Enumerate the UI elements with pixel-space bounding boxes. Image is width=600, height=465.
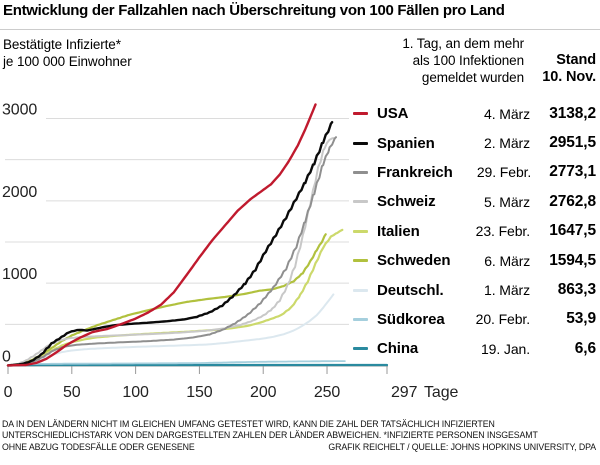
series-line-Schweden (6, 233, 327, 367)
legend-country-name: Schweden (377, 252, 451, 270)
series-line-Schweiz (7, 137, 335, 367)
legend-country-name: China (377, 340, 419, 358)
legend-start-date: 20. Febr. (475, 311, 530, 328)
y-axis-label: 0 (2, 349, 11, 366)
y-axis-label: 1000 (2, 266, 37, 283)
legend-current-value: 1647,5 (549, 222, 596, 240)
legend-current-value: 2951,5 (549, 134, 596, 152)
x-axis-label: 50 (63, 384, 81, 401)
x-axis-label: 0 (4, 384, 13, 401)
legend-date-column-header: 1. Tag, an dem mehr als 100 Infektionen … (402, 35, 524, 86)
legend-current-value: 2773,1 (549, 163, 596, 181)
legend-start-date: 5. März (484, 193, 530, 210)
y-axis-label: 3000 (2, 102, 37, 119)
subtitle-line2: je 100 000 Einwohner (3, 54, 132, 69)
legend-start-date: 6. März (484, 252, 531, 269)
legend-row: Schweden 6. März 1594,5 (353, 246, 596, 275)
x-axis-unit-label: Tage (424, 384, 458, 401)
legend-value-column-header: Stand 10. Nov. (542, 52, 596, 86)
legend-country-name: Südkorea (377, 310, 445, 328)
series-line-China (6, 363, 389, 367)
legend-color-dash (353, 317, 368, 321)
legend-country-name: Schweiz (377, 193, 436, 211)
legend-row: Italien 23. Febr. 1647,5 (353, 217, 596, 246)
legend-row: Deutschl. 1. März 863,3 (353, 275, 596, 304)
series-line-Deutschl. (7, 293, 335, 367)
legend-country-name: Deutschl. (377, 281, 444, 299)
legend-start-date: 23. Febr. (475, 223, 530, 240)
legend-color-dash (353, 347, 368, 351)
series-line-Frankreich (7, 136, 337, 367)
legend-color-dash (353, 170, 368, 174)
legend-color-dash (353, 112, 368, 116)
source-credit: GRAFIK REICHELT / QUELLE: JOHNS HOPKINS … (328, 441, 596, 452)
stand-line1: Stand (556, 52, 596, 68)
legend-country-name: USA (377, 105, 409, 123)
legend-row: Schweiz 5. März 2762,8 (353, 187, 596, 216)
stand-line2: 10. Nov. (542, 69, 596, 85)
page-title: Entwicklung der Fallzahlen nach Überschr… (3, 2, 505, 19)
series-line-Italien (6, 228, 344, 367)
footnote: DA IN DEN LÄNDERN NICHT IM GLEICHEN UMFA… (2, 419, 596, 453)
legend: USA 4. März 3138,2 Spanien 2. März 2951,… (353, 99, 596, 364)
legend-country-name: Spanien (377, 134, 435, 152)
legend-current-value: 863,3 (557, 281, 596, 299)
x-axis-label: 200 (250, 384, 277, 401)
series-line-Südkorea (7, 360, 346, 367)
legend-color-dash (353, 259, 368, 263)
subtitle-line1: Bestätigte Infizierte* (3, 37, 121, 52)
series-line-Spanien (6, 120, 334, 367)
legend-row: USA 4. März 3138,2 (353, 99, 596, 128)
legend-current-value: 53,9 (566, 310, 596, 328)
legend-current-value: 1594,5 (549, 251, 596, 269)
legend-start-date: 29. Febr. (476, 164, 532, 181)
legend-color-dash (353, 141, 368, 145)
footnote-line2: UNTERSCHIEDLICHSTARK VON DEN DARGESTELLT… (2, 430, 538, 441)
legend-start-date: 2. März (484, 135, 530, 152)
legend-current-value: 2762,8 (549, 192, 596, 210)
y-axis-description: Bestätigte Infizierte* je 100 000 Einwoh… (3, 36, 132, 70)
legend-color-dash (353, 200, 368, 204)
legend-row: Südkorea 20. Febr. 53,9 (353, 305, 596, 334)
legend-start-date: 4. März (484, 105, 530, 122)
legend-start-date: 19. Jan. (480, 340, 530, 357)
legend-row: China 19. Jan. 6,6 (353, 334, 596, 363)
legend-header-line1: 1. Tag, an dem mehr (402, 36, 524, 51)
legend-country-name: Frankreich (377, 163, 453, 181)
legend-country-name: Italien (377, 222, 420, 240)
x-axis-label: 297 (391, 384, 418, 401)
legend-header-line2: als 100 Infektionen (412, 53, 525, 68)
series-line-USA (6, 103, 317, 367)
title-divider (0, 29, 600, 30)
legend-color-dash (353, 288, 368, 292)
y-axis-label: 2000 (2, 184, 37, 201)
legend-current-value: 3138,2 (549, 104, 596, 122)
footnote-line1: DA IN DEN LÄNDERN NICHT IM GLEICHEN UMFA… (2, 419, 495, 429)
legend-row: Spanien 2. März 2951,5 (353, 128, 596, 157)
legend-start-date: 1. März (484, 282, 530, 299)
legend-color-dash (353, 229, 368, 233)
footnote-line3: OHNE ABZUG TODESFÄLLE ODER GENESENE (2, 441, 195, 452)
legend-current-value: 6,6 (574, 339, 596, 357)
legend-header-line3: gemeldet wurden (421, 70, 524, 85)
x-axis-label: 150 (186, 384, 213, 401)
x-axis-label: 250 (314, 384, 341, 401)
x-axis-label: 100 (122, 384, 149, 401)
legend-row: Frankreich 29. Febr. 2773,1 (353, 158, 596, 187)
